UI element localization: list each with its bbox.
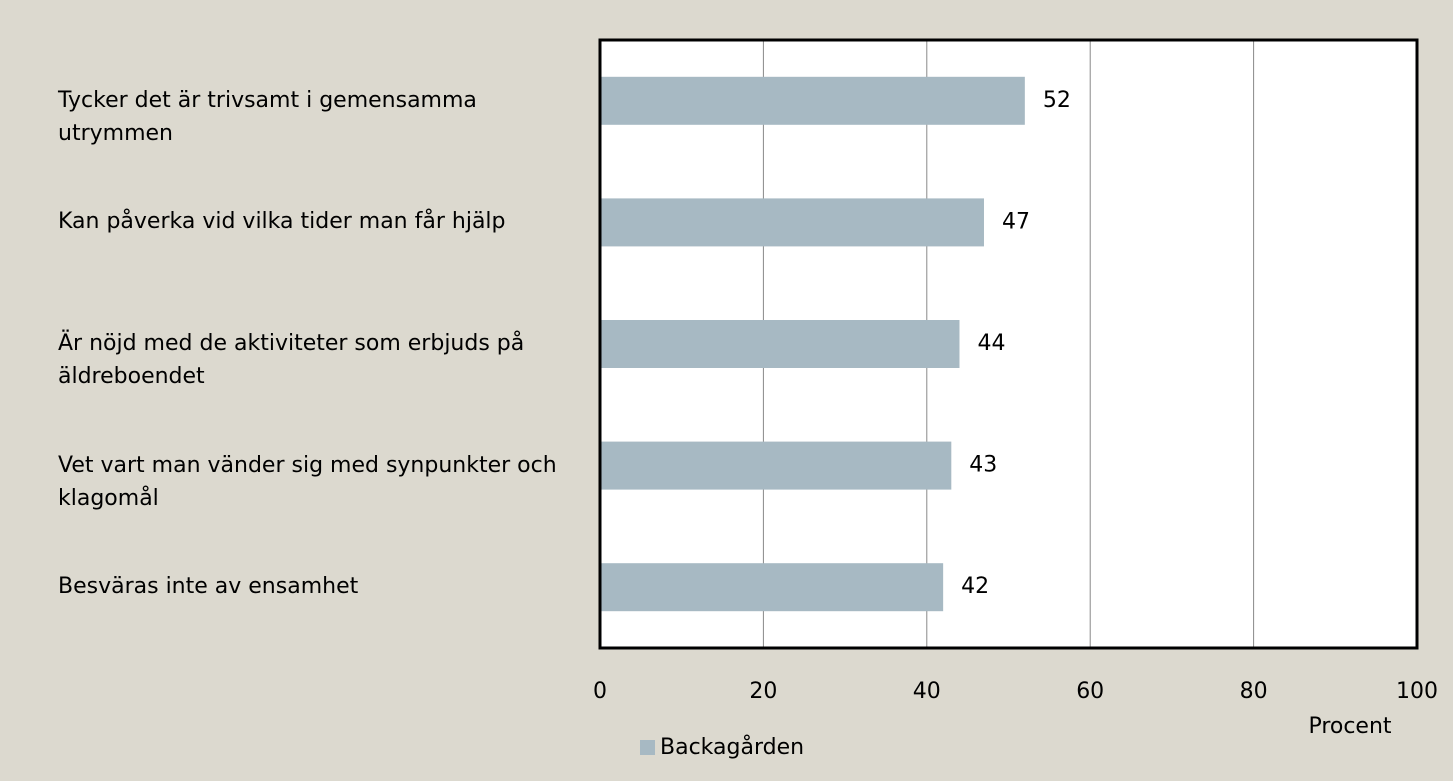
bar (600, 198, 984, 247)
x-tick-label: 40 (913, 679, 941, 704)
y-tick-label: Vet vart man vänder sig med synpunkter o… (58, 452, 557, 511)
legend-swatch (640, 740, 655, 755)
value-label: 42 (961, 574, 989, 599)
value-label: 43 (969, 453, 997, 478)
x-tick-label: 20 (749, 679, 777, 704)
value-label: 44 (977, 331, 1005, 356)
value-label: 52 (1043, 88, 1071, 113)
x-tick-label: 100 (1396, 679, 1438, 704)
plot-border (598, 38, 1419, 650)
x-tick-label: 80 (1240, 679, 1268, 704)
bar (600, 441, 952, 490)
x-axis-label: Procent (1308, 714, 1391, 739)
bar (600, 76, 1025, 125)
value-label: 47 (1002, 209, 1030, 234)
y-tick-label: Tycker det är trivsamt i gemensamma utry… (58, 87, 477, 146)
y-tick-label: Kan påverka vid vilka tider man får hjäl… (58, 209, 506, 235)
legend-label: Backagården (660, 734, 804, 760)
y-tick-label: Besväras inte av ensamhet (58, 574, 359, 600)
x-tick-label: 60 (1076, 679, 1104, 704)
x-tick-label: 0 (593, 679, 607, 704)
bar (600, 320, 960, 368)
y-tick-label: Är nöjd med de aktiviteter som erbjuds p… (58, 331, 525, 389)
bar (600, 563, 944, 612)
